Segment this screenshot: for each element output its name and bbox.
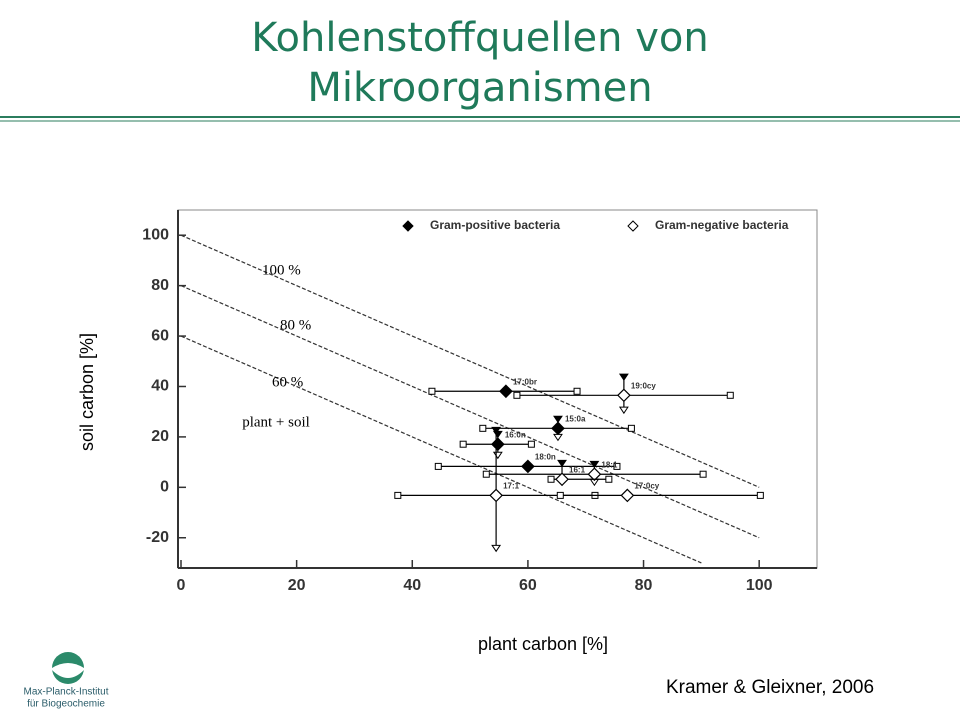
point [587, 467, 602, 482]
point [620, 488, 635, 503]
y-tick-label: 80 [151, 277, 169, 294]
y-tick-label: 60 [151, 327, 169, 344]
y-tick-label: -20 [146, 529, 169, 546]
x-tick-label: 40 [403, 577, 421, 594]
point [617, 388, 631, 403]
x-error-cap [479, 424, 487, 432]
logo: Max-Planck-Institut für Biogeochemie [23, 652, 109, 710]
x-error-cap [434, 462, 442, 470]
y-tick-label: 20 [151, 428, 169, 445]
y-error-cap [491, 544, 502, 553]
y-error-cap [618, 373, 629, 382]
reference-line [180, 285, 760, 539]
reference-label: 100 % [262, 262, 301, 278]
x-axis-label: plant carbon [%] [478, 634, 608, 654]
logo-text: Max-Planck-Institut [23, 687, 108, 698]
y-axis-label: soil carbon [%] [77, 333, 97, 451]
point [555, 472, 569, 487]
reference-label: 80 % [280, 317, 311, 333]
y-error-cap [557, 459, 567, 468]
reference-label: 60 % [272, 374, 303, 390]
y-error-cap [589, 460, 600, 469]
point [551, 421, 565, 436]
legend-label: Gram-negative bacteria [655, 218, 789, 232]
point-label: 16:1 [569, 465, 586, 474]
x-error-cap [726, 391, 734, 399]
citation: Kramer & Gleixner, 2006 [666, 677, 874, 698]
x-error-cap [527, 440, 535, 448]
y-tick-label: 100 [142, 226, 169, 243]
point-label: 17:0cy [634, 482, 659, 491]
y-error-cap [618, 406, 629, 415]
y-error-cap [492, 451, 503, 460]
point-label: 19:0cy [631, 381, 656, 390]
point-label: 15:0a [565, 414, 586, 423]
reference-line [180, 234, 760, 488]
point [499, 384, 513, 399]
x-error-cap [573, 387, 581, 395]
title-line: Kohlenstoffquellen von [251, 15, 708, 61]
reference-line [180, 335, 702, 564]
x-error-cap [627, 424, 635, 432]
point-label: 17:0br [513, 377, 537, 386]
point [489, 488, 503, 503]
logo-icon [52, 663, 84, 678]
x-tick-label: 80 [635, 577, 653, 594]
x-error-cap [547, 475, 555, 483]
y-error-cap [553, 433, 563, 442]
x-error-cap [513, 391, 521, 399]
x-error-cap [394, 491, 402, 499]
legend-marker [402, 220, 414, 232]
y-error-cap [553, 415, 563, 424]
legend-label: Gram-positive bacteria [430, 218, 560, 232]
x-error-cap [459, 440, 467, 448]
y-error-cap [491, 426, 502, 435]
legend-marker [627, 220, 639, 232]
point-label: 16:0n [505, 430, 526, 439]
y-tick-label: 0 [160, 479, 169, 496]
point-label: 18:0n [535, 453, 556, 462]
y-tick-label: 40 [151, 378, 169, 395]
x-tick-label: 0 [177, 577, 186, 594]
annotation: plant + soil [242, 414, 310, 430]
point [521, 459, 535, 474]
point-label: 18:1 [601, 460, 618, 469]
x-error-cap [482, 470, 490, 478]
point [490, 437, 505, 452]
x-error-cap [556, 491, 564, 499]
x-error-cap [605, 475, 613, 483]
point-label: 17:1 [503, 482, 520, 491]
title-line: Mikroorganismen [307, 65, 652, 111]
x-tick-label: 100 [746, 577, 773, 594]
x-tick-label: 20 [288, 577, 306, 594]
x-error-cap [613, 462, 621, 470]
logo-text: für Biogeochemie [27, 699, 105, 710]
x-error-cap [699, 470, 707, 478]
x-tick-label: 60 [519, 577, 537, 594]
x-error-cap [428, 387, 436, 395]
x-error-cap [756, 491, 764, 499]
